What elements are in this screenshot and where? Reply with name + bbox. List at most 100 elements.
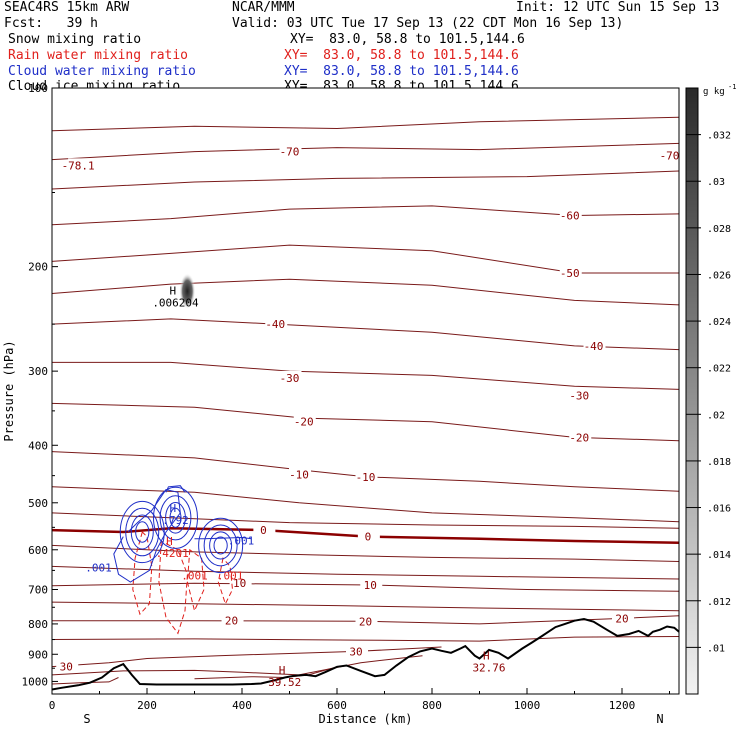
- cloud-water-contour: [125, 507, 160, 557]
- temperature-contour: [51, 544, 680, 562]
- temperature-label-bg: [569, 430, 592, 443]
- extremum-marker: H: [170, 284, 177, 297]
- rain-contour: [132, 531, 153, 616]
- colorbar-unit: g kg: [703, 87, 725, 97]
- temperature-label-bg: [56, 659, 79, 672]
- colorbar-label: .032: [707, 131, 731, 142]
- temperature-label-bg: [346, 644, 368, 657]
- temperature-contour: [51, 116, 680, 132]
- temperature-label: -40: [584, 340, 604, 353]
- temperature-label-bg: [569, 388, 592, 401]
- cloud-water-contour: [165, 502, 186, 534]
- temperature-contour: [51, 636, 680, 642]
- temperature-contour: [52, 361, 680, 390]
- x-tick-label: 200: [137, 699, 157, 712]
- temperature-label-bg: [612, 611, 634, 624]
- temperature-contour: [51, 142, 680, 161]
- temperature-contour: [51, 244, 679, 274]
- field-label-rain: Rain water mixing ratio: [8, 48, 189, 63]
- extremum-value: .001: [228, 534, 255, 547]
- cloud-water-contour: [213, 536, 228, 555]
- x-endpoint-south: S: [83, 712, 90, 726]
- temperature-label-bg: [229, 576, 252, 589]
- x-tick-label: 800: [422, 699, 442, 712]
- temperature-label: 30: [60, 661, 73, 674]
- temperature-contour: [51, 512, 680, 529]
- y-tick-label: 400: [28, 439, 48, 452]
- field-label-snow: Snow mixing ratio: [8, 32, 142, 47]
- y-tick-label: 700: [28, 584, 48, 597]
- temperature-label: 20: [359, 615, 372, 628]
- temperature-label-bg: [68, 158, 91, 171]
- init-time: Init: 12 UTC Sun 15 Sep 13: [516, 0, 720, 15]
- temperature-contour: [51, 402, 680, 442]
- forecast-hour: Fcst: 39 h: [4, 16, 98, 31]
- temperature-contour: [51, 278, 680, 306]
- y-axis-title: Pressure (hPa): [2, 340, 16, 441]
- temperature-label: 30: [349, 645, 362, 658]
- cloud-water-contour: [135, 521, 150, 543]
- y-tick-label: 200: [28, 261, 48, 274]
- colorbar-label: .01: [707, 643, 725, 654]
- colorbar-label: .03: [707, 177, 725, 188]
- field-label-cloud-water: Cloud water mixing ratio: [8, 64, 196, 79]
- extremum-marker: H: [170, 502, 177, 515]
- temperature-label-bg: [221, 613, 244, 626]
- cloud-water-contour: [165, 485, 186, 493]
- cloud-water-contour: [159, 495, 192, 541]
- temperature-contour: [51, 486, 680, 523]
- temperature-contour: [51, 170, 680, 190]
- temperature-label: -50: [560, 267, 580, 280]
- cloud-water-contour: [198, 517, 244, 574]
- temperature-label: -40: [265, 318, 285, 331]
- x-axis-title: Distance (km): [319, 712, 413, 726]
- temperature-label: -30: [569, 390, 589, 403]
- temperature-label: -20: [294, 416, 314, 429]
- colorbar-label: .012: [707, 597, 731, 608]
- temperature-contour: [51, 655, 423, 676]
- temperature-label-bg: [360, 578, 383, 591]
- y-tick-label: 300: [28, 365, 48, 378]
- field-xy-snow: XY= 83.0, 58.8 to 101.5,144.6: [290, 32, 525, 47]
- valid-time: Valid: 03 UTC Tue 17 Sep 13 (22 CDT Mon …: [232, 16, 624, 31]
- extremum-marker: H: [483, 649, 490, 662]
- field-xy-cloud-water: XY= 83.0, 58.8 to 101.5,144.6: [284, 64, 519, 79]
- temperature-label: 10: [233, 577, 246, 590]
- colorbar-label: .016: [707, 504, 731, 515]
- temperature-label: 20: [225, 615, 238, 628]
- extremum-value: .792: [162, 514, 189, 527]
- extremum-value: .001: [85, 562, 112, 575]
- temperature-label: 20: [615, 612, 628, 625]
- temperature-label-bg: [265, 317, 288, 330]
- cloud-water-contour: [113, 489, 181, 583]
- temperature-label-bg: [357, 529, 380, 542]
- temperature-label-bg: [279, 144, 302, 157]
- colorbar-label: .028: [707, 224, 731, 235]
- temperature-label-bg: [559, 266, 582, 279]
- temperature-contour: [51, 565, 680, 580]
- colorbar-label: .022: [707, 364, 731, 375]
- colorbar: [685, 87, 699, 695]
- temperature-label: -70: [280, 146, 300, 159]
- extremum-value: .4201: [156, 547, 189, 560]
- temperature-label-bg: [659, 148, 682, 161]
- temperature-label: 0: [260, 524, 267, 537]
- temperature-label-bg: [289, 467, 311, 480]
- temperature-label: -30: [280, 372, 300, 385]
- colorbar-unit-exponent: -1: [728, 83, 736, 91]
- temperature-label: 0: [365, 531, 372, 544]
- temperature-label-bg: [253, 523, 276, 536]
- colorbar-label: .018: [707, 457, 731, 468]
- y-tick-label: 100: [28, 82, 48, 95]
- extremum-value: .006204: [152, 296, 199, 309]
- cloud-water-contour: [153, 486, 198, 549]
- colorbar-label: .026: [707, 270, 731, 281]
- x-tick-label: 400: [232, 699, 252, 712]
- temperature-label: -20: [569, 431, 589, 444]
- temperature-label: -10: [356, 471, 376, 484]
- temperature-label: -70: [660, 150, 680, 163]
- x-tick-label: 1200: [609, 699, 636, 712]
- temperature-label-bg: [293, 414, 316, 427]
- temperature-contour: [51, 601, 680, 612]
- temperature-contour: [51, 646, 442, 668]
